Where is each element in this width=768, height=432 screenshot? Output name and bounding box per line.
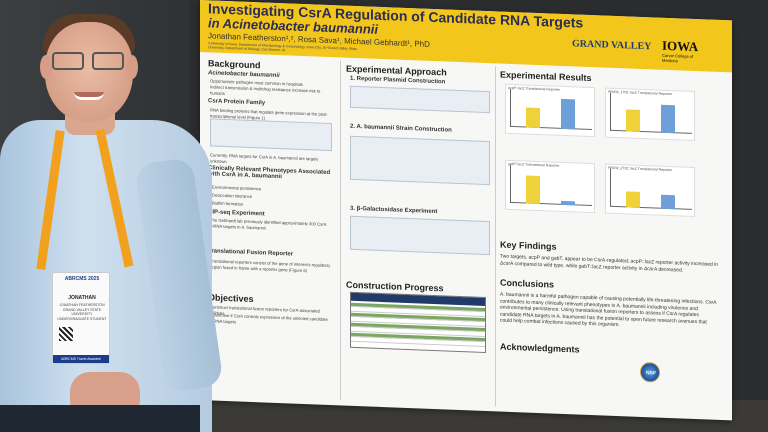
strain-diagram [350, 135, 490, 186]
ear [40, 55, 52, 79]
badge-full-name: JONATHAN FEATHERSTON [59, 303, 105, 307]
plasmid-diagram [350, 85, 490, 114]
fusion-text: Translational reporters consist of the g… [210, 258, 331, 273]
chart-title: acpP::lacZ Translational Reporter [508, 85, 560, 92]
x-axis [510, 125, 592, 131]
badge-details: JONATHAN FEATHERSTON GRAND VALLEY STATE … [55, 303, 109, 321]
acknowledgments-heading: Acknowledgments [500, 341, 580, 355]
result-chart-gabt: gabT::lacZ Translational Reporter [505, 159, 595, 214]
badge-role: UNDERGRADUATE STUDENT [57, 316, 107, 321]
result-chart-abuw1705: ABUW_1705::lacZ Translational Reporter [605, 87, 695, 142]
chart-title: ABUW_2732::lacZ Translational Reporter [608, 165, 673, 173]
face [45, 22, 133, 122]
research-poster: Investigating CsrA Regulation of Candida… [200, 0, 732, 421]
approach-step3: 3. β-Galactosidase Experiment [350, 205, 438, 216]
ear [126, 55, 138, 79]
bar-csra-mutant [661, 194, 675, 210]
conclusions-heading: Conclusions [500, 277, 555, 290]
nsf-logo-text: NSF [646, 370, 656, 377]
smile [74, 92, 104, 100]
fusion-heading: Translational Fusion Reporter [208, 248, 294, 258]
column-divider [495, 66, 496, 407]
y-axis [610, 168, 611, 207]
phenotypes-heading: Clinically Relevant Phenotypes Associate… [208, 165, 331, 181]
badge-event-logo: ABRCMS 2025 [64, 276, 100, 282]
result-chart-acpp: acpP::lacZ Translational Reporter [505, 83, 595, 138]
bar-wild-type [526, 175, 540, 205]
bar-csra-mutant [661, 104, 675, 134]
ripseq-text: The Gebhardt lab previously identified a… [210, 217, 327, 231]
approach-step1: 1. Reporter Plasmid Construction [350, 75, 446, 86]
bar-csra-mutant [561, 200, 575, 206]
x-axis [610, 129, 692, 134]
approach-step2: 2. A. baumannii Strain Construction [350, 123, 452, 134]
lens [52, 52, 84, 70]
chart-title: ABUW_1705::lacZ Translational Reporter [608, 89, 673, 97]
construction-progress-table [350, 291, 486, 353]
y-axis [610, 92, 611, 131]
key-findings-heading: Key Findings [500, 239, 557, 252]
result-chart-abuw2732: ABUW_2732::lacZ Translational Reporter [605, 163, 695, 218]
badge-footer: ABRCMS Travel Awardee [53, 355, 109, 363]
galactosidase-diagram [350, 215, 490, 256]
conclusions-text: A. baumannii is a harmful pathogen capab… [500, 291, 717, 329]
qr-code-icon [59, 327, 73, 341]
results-heading: Experimental Results [500, 69, 592, 84]
chart-title: gabT::lacZ Translational Reporter [508, 161, 560, 168]
bar-wild-type [626, 109, 640, 132]
column-divider [340, 60, 341, 401]
badge-school: GRAND VALLEY STATE UNIVERSITY [62, 307, 102, 317]
y-axis [510, 88, 511, 127]
iowa-logo-subtitle: Carver College of Medicine [662, 52, 694, 64]
y-axis [510, 164, 511, 203]
lens [92, 52, 124, 70]
bar-csra-mutant [561, 98, 575, 130]
x-axis [610, 205, 692, 210]
key-findings-text: Two targets, acpP and gabT, appear to be… [500, 253, 719, 274]
name-badge: ABRCMS 2025 JONATHAN JONATHAN FEATHERSTO… [52, 272, 110, 364]
pants [0, 405, 200, 432]
bar-wild-type [526, 107, 540, 129]
x-axis [510, 201, 592, 207]
bar-wild-type [626, 191, 640, 208]
nsf-logo: NSF [640, 361, 660, 383]
figure-1-diagram [210, 118, 332, 152]
grand-valley-logo: GRAND VALLEY [572, 38, 652, 53]
presenter: ABRCMS 2025 JONATHAN JONATHAN FEATHERSTO… [0, 0, 224, 432]
glasses-icon [52, 52, 126, 72]
badge-first-name: JONATHAN [68, 295, 96, 301]
